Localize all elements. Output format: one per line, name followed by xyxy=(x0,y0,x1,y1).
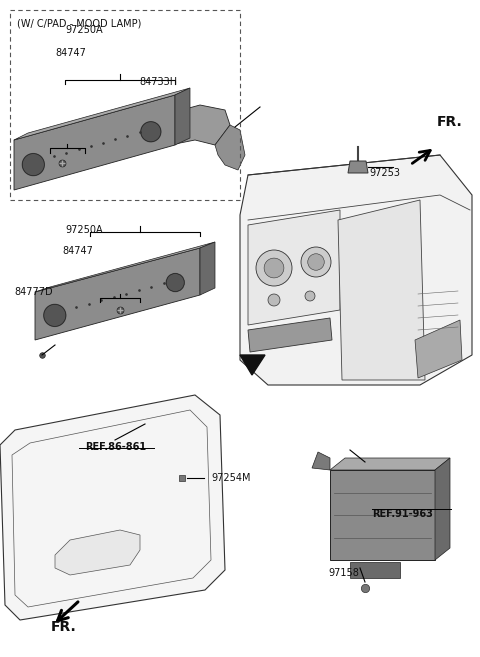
Polygon shape xyxy=(435,458,450,560)
Text: 97254M: 97254M xyxy=(211,473,251,484)
Polygon shape xyxy=(55,530,140,575)
Polygon shape xyxy=(240,155,472,385)
Circle shape xyxy=(22,154,44,175)
Polygon shape xyxy=(35,242,215,292)
Text: REF.86-861: REF.86-861 xyxy=(84,442,146,452)
Circle shape xyxy=(301,247,331,277)
Polygon shape xyxy=(0,395,225,620)
Text: 84777D: 84777D xyxy=(14,286,53,297)
Text: 84747: 84747 xyxy=(55,47,86,58)
Polygon shape xyxy=(14,88,190,140)
Polygon shape xyxy=(330,458,450,470)
Circle shape xyxy=(44,304,66,327)
Polygon shape xyxy=(145,105,230,148)
Polygon shape xyxy=(240,355,265,375)
Circle shape xyxy=(256,250,292,286)
Text: 97253: 97253 xyxy=(370,168,401,178)
Polygon shape xyxy=(330,470,435,560)
Text: 84747: 84747 xyxy=(62,246,93,256)
Polygon shape xyxy=(312,452,330,470)
Text: 97250A: 97250A xyxy=(65,225,103,235)
Polygon shape xyxy=(248,210,340,325)
Text: FR.: FR. xyxy=(50,620,76,634)
Text: FR.: FR. xyxy=(437,114,463,129)
Polygon shape xyxy=(175,88,190,145)
Polygon shape xyxy=(350,562,400,578)
Circle shape xyxy=(166,273,184,292)
Circle shape xyxy=(141,122,161,142)
Polygon shape xyxy=(215,125,245,170)
Polygon shape xyxy=(200,242,215,295)
Polygon shape xyxy=(248,318,332,352)
Text: 84733H: 84733H xyxy=(139,77,177,87)
Text: 97158: 97158 xyxy=(329,568,360,578)
Text: REF.91-963: REF.91-963 xyxy=(372,509,433,519)
Circle shape xyxy=(264,258,284,278)
Polygon shape xyxy=(338,200,425,380)
Polygon shape xyxy=(35,248,200,340)
Circle shape xyxy=(308,254,324,270)
Circle shape xyxy=(268,294,280,306)
Polygon shape xyxy=(14,95,175,190)
Text: (W/ C/PAD - MOOD LAMP): (W/ C/PAD - MOOD LAMP) xyxy=(17,18,141,28)
Circle shape xyxy=(305,291,315,301)
Polygon shape xyxy=(415,320,462,378)
Text: 97250A: 97250A xyxy=(65,24,103,35)
Polygon shape xyxy=(348,161,368,173)
Bar xyxy=(10,10,240,200)
